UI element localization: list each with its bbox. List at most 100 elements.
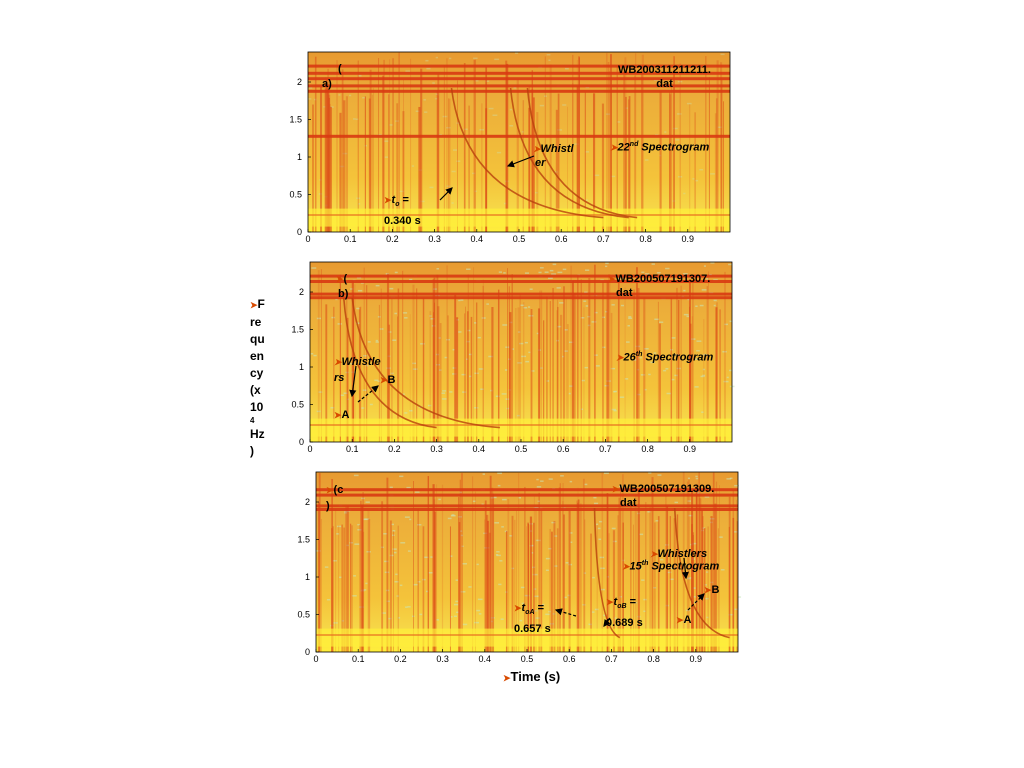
- whistler-trace: [351, 297, 500, 429]
- spectrogram-texture: [308, 52, 725, 233]
- y-tick-label: 2: [297, 77, 302, 87]
- trace-label-b-upper: ➤B: [380, 374, 396, 386]
- spectrogram-plot-b: 0 0.1 0.2 0.3 0.4 0.5 0.6 0.7 0.8 0.9 0 0.5 1 1.5 2: [291, 261, 735, 454]
- x-tick-label: 0.2: [388, 444, 401, 454]
- interference-band: [308, 71, 730, 75]
- x-tick-label: 0.4: [479, 654, 492, 664]
- low-frequency-band: [308, 208, 730, 227]
- file-label-c: ➤WB200507191309. dat: [612, 483, 715, 509]
- x-tick-label: 0.5: [513, 234, 526, 244]
- time-axis-label: ➤Time (s): [503, 669, 561, 684]
- x-tick-label: 0.9: [684, 444, 697, 454]
- x-tick-label: 0: [313, 654, 318, 664]
- x-tick-label: 0.8: [639, 234, 652, 244]
- file-label-a: WB200311211211. dat: [618, 64, 711, 90]
- x-tick-label: 0: [305, 234, 310, 244]
- interference-band: [310, 280, 732, 283]
- interference-band: [316, 508, 738, 511]
- annotation-arrow: [506, 155, 535, 168]
- spectrogram-number-a: ➤22nd Spectrogram: [610, 141, 710, 154]
- x-tick-label: 0.3: [436, 654, 449, 664]
- x-tick-label: 0.6: [555, 234, 568, 244]
- interference-band: [308, 134, 730, 138]
- whistler-label-a: ➤Whistl er: [533, 143, 574, 169]
- x-tick-label: 0.7: [605, 654, 618, 664]
- spectrogram-background: [308, 52, 730, 232]
- x-tick-label: 0.5: [521, 654, 534, 664]
- annotation-arrow: [357, 385, 379, 403]
- x-tick-label: 0.7: [597, 234, 610, 244]
- annotation-arrow: [349, 365, 357, 398]
- x-tick-label: 0.9: [690, 654, 703, 664]
- x-tick-label: 0.3: [428, 234, 441, 244]
- spectrogram-number-b: ➤26th Spectrogram: [616, 351, 714, 364]
- low-frequency-band: [316, 628, 738, 647]
- spectrogram-panel-a: 0 0.1 0.2 0.3 0.4 0.5 0.6 0.7 0.8 0.9 0 0.5 1 1.5 2 ( …: [280, 48, 740, 248]
- whistler-trace: [509, 87, 629, 219]
- x-tick-label: 0.1: [346, 444, 359, 454]
- annotation-arrow: [603, 617, 611, 627]
- interference-band: [316, 488, 738, 492]
- x-tick-label: 0.8: [641, 444, 654, 454]
- low-frequency-line: [316, 634, 738, 636]
- x-tick-label: 0.4: [471, 234, 484, 244]
- x-tick-label: 0.9: [682, 234, 695, 244]
- annotation-arrow: [439, 187, 453, 201]
- spectrogram-texture: [316, 472, 742, 652]
- whistler-label-b: ➤Whistle rs: [334, 356, 381, 384]
- y-tick-label: 1: [305, 572, 310, 582]
- y-tick-label: 1: [299, 362, 304, 372]
- annotation-arrow: [554, 608, 577, 617]
- interference-band: [310, 274, 732, 278]
- panel-label-b: ➤( b): [336, 273, 349, 300]
- whistlers-label-c: ➤Whistlers: [650, 548, 708, 560]
- trace-label-a-lower: ➤A: [334, 409, 350, 421]
- file-label-b: ➤WB200507191307. dat: [608, 273, 711, 299]
- whistler-trace: [593, 507, 621, 639]
- interference-band: [308, 77, 730, 81]
- x-tick-label: 0.2: [394, 654, 407, 664]
- x-tick-label: 0.4: [473, 444, 486, 454]
- y-tick-label: 0.5: [291, 400, 304, 410]
- y-tick-label: 1: [297, 152, 302, 162]
- y-tick-label: 0.5: [297, 610, 310, 620]
- panel-label-c: ➤(c ): [326, 484, 344, 512]
- y-tick-label: 2: [299, 287, 304, 297]
- spectrogram-panel-c: 0 0.1 0.2 0.3 0.4 0.5 0.6 0.7 0.8 0.9 0 0.5 1 1.5 2 ➤(…: [280, 468, 742, 668]
- x-tick-label: 0.1: [352, 654, 365, 664]
- y-tick-label: 1.5: [291, 325, 304, 335]
- whistler-trace: [450, 87, 604, 219]
- interference-band: [316, 493, 738, 497]
- whistler-trace: [526, 87, 638, 219]
- trace-label-c-a: ➤A: [676, 614, 692, 626]
- y-tick-label: 0: [297, 227, 302, 237]
- spectrogram-plot-a: 0 0.1 0.2 0.3 0.4 0.5 0.6 0.7 0.8 0.9 0 0.5 1 1.5 2: [289, 51, 731, 244]
- x-tick-label: 0.5: [515, 444, 528, 454]
- y-tick-label: 1.5: [297, 535, 310, 545]
- x-tick-label: 0.6: [557, 444, 570, 454]
- spectrogram-panel-b: 0 0.1 0.2 0.3 0.4 0.5 0.6 0.7 0.8 0.9 0 0.5 1 1.5 2 ➤(…: [280, 258, 740, 458]
- x-tick-label: 0.2: [386, 234, 399, 244]
- spectrogram-plot-c: 0 0.1 0.2 0.3 0.4 0.5 0.6 0.7 0.8 0.9 0 0.5 1 1.5 2: [297, 471, 742, 664]
- y-tick-label: 0: [299, 437, 304, 447]
- x-tick-label: 0.1: [344, 234, 357, 244]
- x-tick-label: 0: [307, 444, 312, 454]
- y-tick-label: 2: [305, 497, 310, 507]
- annotation-arrow: [681, 557, 689, 580]
- low-frequency-line: [310, 424, 732, 426]
- x-tick-label: 0.8: [647, 654, 660, 664]
- interference-band: [308, 89, 730, 93]
- interference-band: [308, 84, 730, 88]
- onset-time-c-a: ➤toA = 0.657 s: [514, 602, 551, 636]
- spectrogram-number-c: ➤15th Spectrogram: [622, 560, 720, 573]
- x-tick-label: 0.6: [563, 654, 576, 664]
- low-frequency-band: [310, 418, 732, 437]
- low-frequency-line: [308, 214, 730, 216]
- x-tick-label: 0.3: [430, 444, 443, 454]
- annotation-arrow: [687, 593, 705, 611]
- spectrogram-background: [310, 262, 732, 442]
- y-tick-label: 0: [305, 647, 310, 657]
- onset-time-a: ➤to = 0.340 s: [384, 194, 421, 228]
- x-tick-label: 0.7: [599, 444, 612, 454]
- interference-band: [308, 64, 730, 68]
